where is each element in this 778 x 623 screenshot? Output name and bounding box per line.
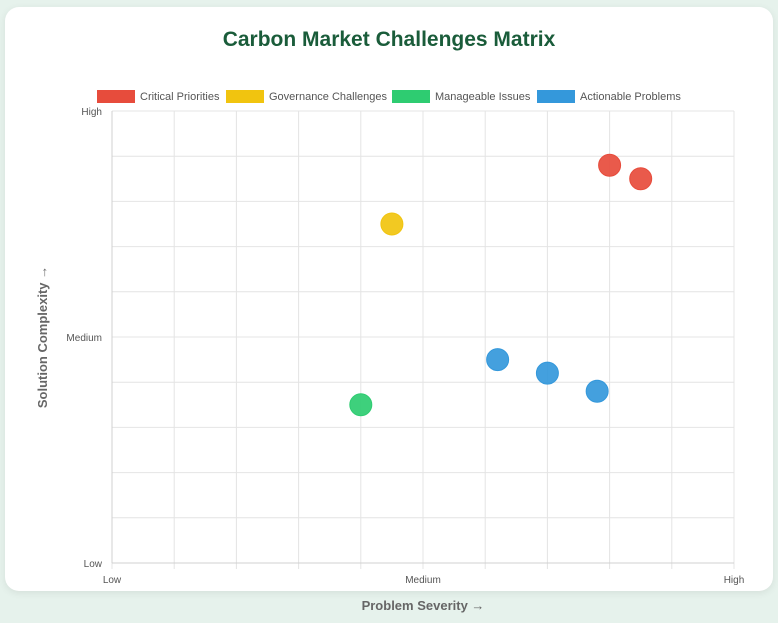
legend-label: Manageable Issues [435,91,531,103]
x-tick-label: Medium [405,575,441,586]
legend-swatch [392,90,430,103]
x-axis-title: Problem Severity → [362,598,485,613]
x-tick-label: High [724,575,745,586]
y-tick-label: Low [84,559,103,570]
legend-label: Governance Challenges [269,91,388,103]
chart-card [5,7,773,591]
chart-title: Carbon Market Challenges Matrix [222,28,556,51]
legend-swatch [537,90,575,103]
data-point [349,393,373,417]
y-tick-label: High [81,107,102,118]
data-point [585,379,609,403]
data-point [380,212,404,236]
data-point [598,153,622,177]
x-tick-label: Low [103,575,122,586]
y-axis-title: Solution Complexity → [35,266,50,408]
data-point [535,361,559,385]
data-point [629,167,653,191]
legend-swatch [226,90,264,103]
data-point [486,348,510,372]
legend-swatch [97,90,135,103]
legend-label: Critical Priorities [140,91,220,103]
y-tick-label: Medium [66,333,102,344]
legend-label: Actionable Problems [580,91,681,103]
